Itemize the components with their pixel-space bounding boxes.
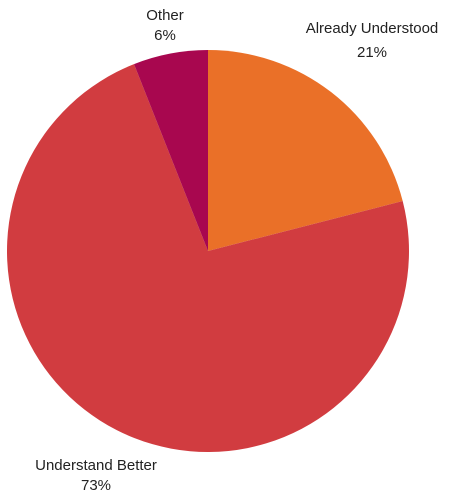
pie-slice-already-understood bbox=[208, 50, 403, 251]
pie-slice-other bbox=[134, 50, 208, 251]
pie-labels: Already Understood 21% Understand Better… bbox=[35, 7, 438, 492]
slice-label-already-understood: Already Understood bbox=[306, 20, 439, 37]
slice-label-other: Other bbox=[146, 7, 184, 24]
pie-slices bbox=[6, 50, 410, 453]
slice-label-understand-better: Understand Better bbox=[35, 457, 157, 474]
slice-value-other: 6% bbox=[154, 27, 176, 44]
slice-value-understand-better: 73% bbox=[81, 477, 111, 492]
slice-value-already-understood: 21% bbox=[357, 44, 387, 61]
pie-slice-understand-better bbox=[6, 64, 410, 453]
